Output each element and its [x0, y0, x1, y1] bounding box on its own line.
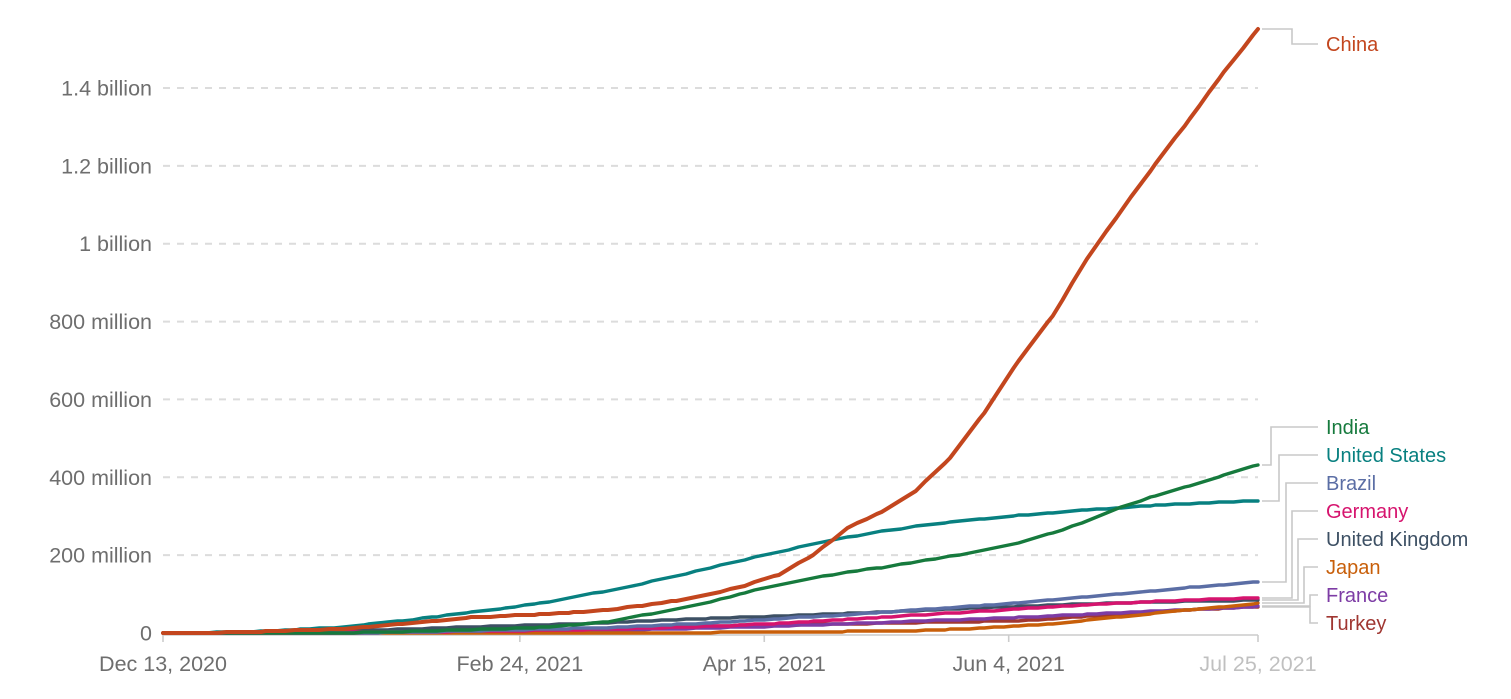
label-layer: China India United States Brazil Germany Unit… [1326, 34, 1468, 635]
gridlines-layer [163, 87, 1258, 557]
series-line-india[interactable] [161, 463, 1260, 635]
series-label-india[interactable]: India [1326, 417, 1370, 439]
axis-layer: 0 200 million 400 million 600 million 800 mi… [49, 77, 1319, 679]
label-connector-india [1262, 426, 1318, 466]
y-tick-label-1400: 1.4 billion [61, 77, 152, 101]
series-label-france[interactable]: France [1326, 585, 1388, 607]
y-tick-label-600: 600 million [49, 388, 152, 412]
y-tick-label-400: 400 million [49, 466, 152, 490]
x-tick-label-apr-15-2021: Apr 15, 2021 [703, 652, 826, 676]
label-connector-brazil [1262, 482, 1318, 583]
label-connector-united-kingdom [1262, 538, 1318, 601]
y-tick-label-1200: 1.2 billion [61, 154, 152, 178]
label-connector-china [1262, 28, 1318, 45]
series-layer [161, 27, 1260, 635]
series-label-china[interactable]: China [1326, 34, 1379, 56]
series-label-united-kingdom[interactable]: United Kingdom [1326, 529, 1468, 551]
y-tick-label-0: 0 [140, 622, 152, 646]
label-connector-united-states [1262, 454, 1318, 502]
label-connector-japan [1262, 566, 1318, 604]
series-label-brazil[interactable]: Brazil [1326, 473, 1376, 495]
x-tick-label-jul-25-2021: Jul 25, 2021 [1199, 652, 1316, 676]
y-tick-label-1000: 1 billion [79, 232, 152, 256]
y-tick-label-200: 200 million [49, 544, 152, 568]
connector-layer [1262, 28, 1318, 624]
label-connector-turkey [1262, 606, 1318, 624]
x-tick-label-dec-13-2020: Dec 13, 2020 [99, 652, 227, 676]
x-tick-label-feb-24-2021: Feb 24, 2021 [456, 652, 583, 676]
label-connector-france [1262, 594, 1318, 607]
y-tick-label-800: 800 million [49, 310, 152, 334]
x-tick-label-jun-4-2021: Jun 4, 2021 [953, 652, 1065, 676]
series-line-china[interactable] [161, 27, 1260, 635]
series-label-germany[interactable]: Germany [1326, 501, 1408, 523]
series-label-united-states[interactable]: United States [1326, 445, 1446, 467]
label-connector-germany [1262, 510, 1318, 599]
series-label-japan[interactable]: Japan [1326, 557, 1381, 579]
series-label-turkey[interactable]: Turkey [1326, 613, 1386, 635]
